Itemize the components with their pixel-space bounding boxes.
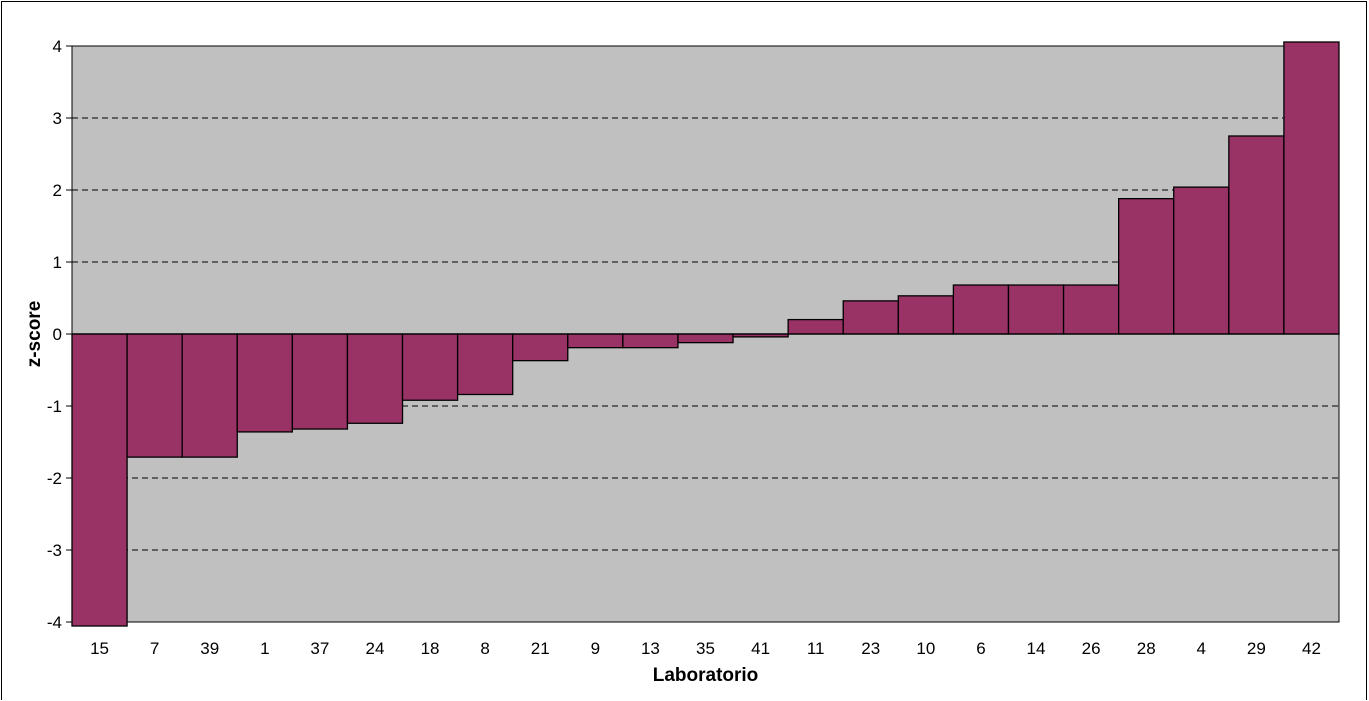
bar-37: [291, 333, 349, 430]
x-tick-label: 6: [976, 639, 985, 658]
bar-11: [787, 318, 844, 335]
bar-24: [346, 333, 404, 424]
y-tick-label: -3: [47, 541, 62, 560]
bar-39: [181, 333, 238, 458]
bar-29: [1228, 135, 1285, 335]
x-tick-label: 39: [200, 639, 219, 658]
y-tick-label: 2: [53, 181, 62, 200]
x-tick-label: 37: [310, 639, 329, 658]
bar-9: [567, 333, 624, 349]
bar-21: [512, 333, 569, 362]
x-tick-label: 42: [1302, 639, 1321, 658]
x-tick-label: 15: [90, 639, 109, 658]
bar-13: [622, 333, 679, 349]
bar-26: [1062, 284, 1120, 335]
bar-10: [897, 295, 955, 335]
x-tick-label: 10: [916, 639, 935, 658]
y-axis-title: z-score: [24, 301, 45, 368]
x-tick-label: 24: [366, 639, 385, 658]
y-tick-label: 4: [53, 37, 62, 56]
bar-14: [1007, 284, 1065, 335]
bar-15: [71, 333, 128, 627]
x-tick-label: 29: [1247, 639, 1266, 658]
bar-23: [842, 300, 899, 335]
x-tick-label: 8: [480, 639, 489, 658]
x-tick-label: 1: [260, 639, 269, 658]
x-tick-label: 21: [531, 639, 550, 658]
y-tick-label: -4: [47, 613, 62, 632]
x-tick-label: 14: [1027, 639, 1046, 658]
bar-4: [1173, 186, 1230, 335]
bar-42: [1283, 41, 1340, 335]
x-tick-label: 4: [1197, 639, 1206, 658]
x-axis-title: Laboratorio: [653, 665, 759, 686]
y-tick-label: -2: [47, 469, 62, 488]
x-tick-label: 28: [1137, 639, 1156, 658]
bar-7: [126, 333, 183, 458]
bar-18: [401, 333, 459, 401]
x-tick-label: 35: [696, 639, 715, 658]
y-tick-label: 1: [53, 253, 62, 272]
x-tick-label: 13: [641, 639, 660, 658]
x-tick-label: 26: [1082, 639, 1101, 658]
bar-1: [236, 333, 293, 433]
x-tick-label: 11: [807, 639, 825, 658]
x-tick-label: 41: [751, 639, 770, 658]
bar-8: [456, 333, 514, 396]
bar-6: [952, 284, 1010, 335]
x-tick-label: 9: [591, 639, 600, 658]
y-tick-label: -1: [47, 397, 62, 416]
bar-35: [677, 333, 734, 344]
x-tick-label: 23: [861, 639, 880, 658]
x-tick-label: 7: [150, 639, 159, 658]
y-tick-label: 0: [53, 325, 62, 344]
x-tick-label: 18: [421, 639, 440, 658]
bar-28: [1118, 197, 1175, 335]
y-tick-label: 3: [53, 109, 62, 128]
bar-layer: [71, 41, 1340, 627]
